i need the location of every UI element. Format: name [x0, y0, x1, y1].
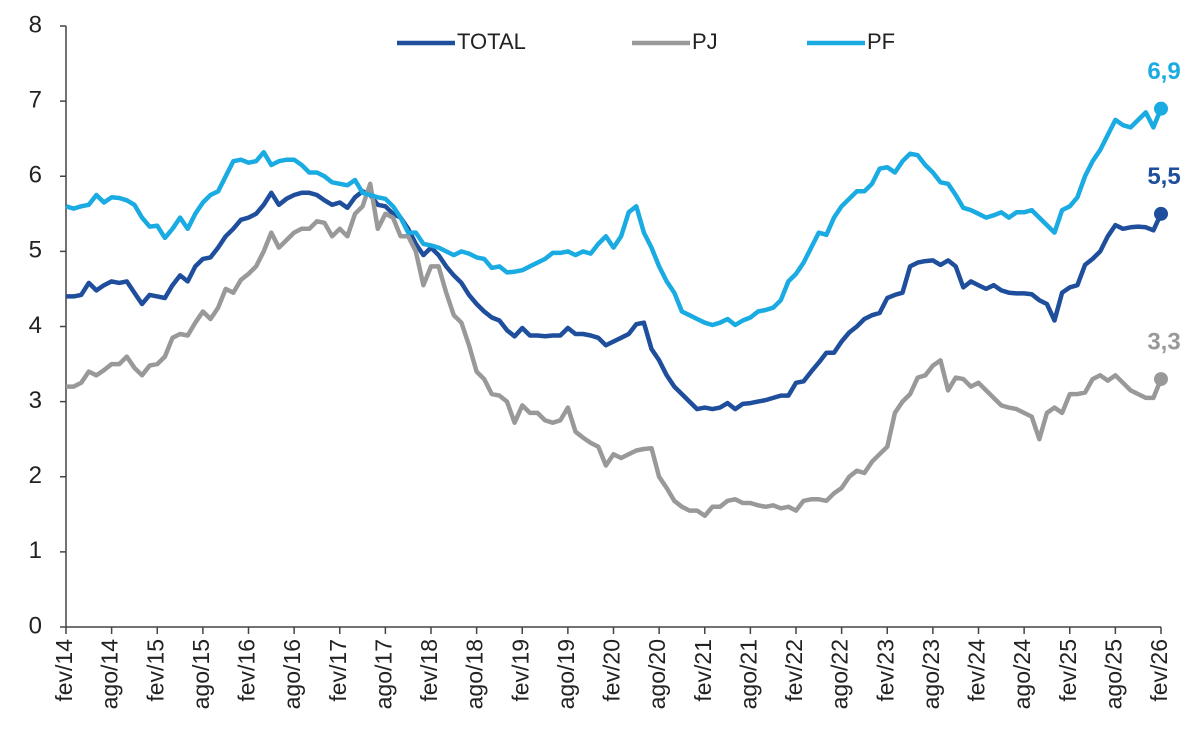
y-tick-label: 7 [29, 86, 42, 113]
legend-label: TOTAL [457, 29, 526, 54]
x-tick-label: ago/18 [462, 639, 488, 709]
data-label: 5,5 [1147, 163, 1180, 190]
x-tick-label: ago/16 [279, 639, 305, 709]
x-tick-label: fev/16 [234, 639, 260, 702]
x-tick-label: ago/24 [1009, 639, 1035, 710]
x-tick-label: ago/17 [370, 639, 396, 709]
x-tick-label: ago/15 [188, 639, 214, 709]
x-tick-label: fev/24 [964, 639, 990, 702]
x-tick-label: fev/19 [507, 639, 533, 702]
x-tick-label: fev/25 [1055, 639, 1081, 702]
end-marker [1154, 101, 1168, 116]
x-tick-label: fev/22 [781, 639, 807, 702]
x-tick-label: fev/14 [51, 639, 77, 702]
x-tick-label: ago/14 [97, 639, 123, 710]
series-line [66, 181, 1164, 519]
y-tick-label: 3 [29, 387, 42, 414]
x-tick-label: ago/20 [644, 639, 670, 709]
y-tick-label: 4 [29, 312, 42, 339]
x-tick-label: ago/25 [1100, 639, 1126, 709]
y-tick-label: 1 [29, 537, 42, 564]
data-label: 3,3 [1147, 328, 1180, 355]
x-tick-label: fev/23 [872, 639, 898, 702]
x-tick-label: ago/21 [735, 639, 761, 709]
x-tick-label: ago/23 [918, 639, 944, 709]
y-tick-label: 0 [29, 612, 42, 639]
data-label: 6,9 [1147, 58, 1180, 85]
series-line [65, 107, 1164, 328]
x-tick-label: ago/22 [827, 639, 853, 709]
y-tick-label: 5 [29, 237, 42, 264]
legend-label: PF [867, 29, 895, 54]
x-tick-label: fev/18 [416, 639, 442, 702]
y-tick-label: 8 [29, 11, 42, 38]
y-tick-label: 6 [29, 162, 42, 189]
x-tick-label: fev/15 [142, 639, 168, 702]
x-tick-label: fev/17 [325, 639, 351, 702]
end-marker [1154, 372, 1168, 387]
y-tick-label: 2 [29, 462, 42, 489]
series-line [66, 189, 1164, 412]
x-tick-label: ago/19 [553, 639, 579, 709]
end-marker [1154, 206, 1168, 221]
x-tick-label: fev/21 [690, 639, 716, 702]
x-tick-label: fev/20 [599, 639, 625, 702]
x-tick-label: fev/26 [1146, 639, 1172, 702]
legend-label: PJ [692, 29, 718, 54]
